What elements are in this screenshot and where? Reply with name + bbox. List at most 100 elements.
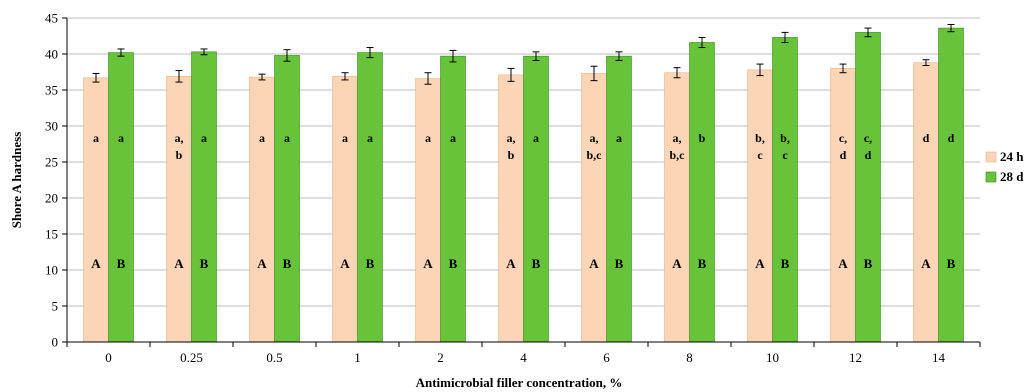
significance-label: c (757, 148, 763, 162)
bar-24h (830, 68, 856, 343)
group-letter: A (423, 256, 433, 271)
group-letter: A (340, 256, 350, 271)
group-letter: B (781, 256, 790, 271)
bar-24h (332, 76, 358, 343)
group-letter: B (117, 256, 126, 271)
group-letter: A (755, 256, 765, 271)
legend-swatch (985, 171, 997, 183)
bar-24h (498, 74, 524, 343)
bar-28d (191, 51, 217, 343)
significance-label: d (840, 148, 847, 162)
significance-label: a (342, 131, 348, 145)
significance-label: c, (839, 131, 847, 145)
significance-label: d (948, 131, 955, 145)
x-tick-label: 2 (437, 350, 444, 365)
bar-28d (606, 55, 632, 343)
significance-label: c (782, 148, 788, 162)
group-letter: B (698, 256, 707, 271)
y-tick-label: 45 (45, 11, 58, 26)
significance-label: d (865, 148, 872, 162)
bar-28d (689, 42, 715, 343)
significance-label: a, (590, 131, 599, 145)
y-tick-label: 40 (45, 47, 58, 62)
significance-label: a (425, 131, 431, 145)
x-tick-label: 4 (520, 350, 527, 365)
legend-swatch (985, 151, 997, 163)
bar-24h (664, 72, 690, 343)
bar-28d (938, 27, 964, 343)
y-axis-title: Shore A hardness (9, 132, 24, 229)
significance-label: a (259, 131, 265, 145)
group-letter: A (589, 256, 599, 271)
significance-label: a (450, 131, 456, 145)
bar-28d (772, 37, 798, 343)
significance-label: a (533, 131, 539, 145)
bar-24h (249, 76, 275, 343)
significance-label: a, (507, 131, 516, 145)
y-tick-label: 35 (45, 83, 58, 98)
significance-label: a (284, 131, 290, 145)
group-letter: B (947, 256, 956, 271)
significance-label: b,c (670, 148, 686, 162)
bar-annotations: aAaBa,bAaBaAaBaAaBaAaBa,bAaBa,b,cAaBa,b,… (91, 131, 955, 271)
y-tick-label: 10 (45, 263, 58, 278)
significance-label: b,c (587, 148, 603, 162)
group-letter: A (174, 256, 184, 271)
group-letter: B (200, 256, 209, 271)
significance-label: a, (673, 131, 682, 145)
legend-label: 24 h (1000, 149, 1024, 164)
x-tick-label: 10 (766, 350, 779, 365)
significance-label: b (508, 148, 515, 162)
bar-24h (415, 78, 441, 343)
y-tick-label: 25 (45, 155, 58, 170)
group-letter: B (366, 256, 375, 271)
significance-label: a (93, 131, 99, 145)
bar-24h (166, 76, 192, 343)
y-tick-label: 30 (45, 119, 58, 134)
bar-28d (440, 55, 466, 343)
group-letter: B (449, 256, 458, 271)
x-tick-label: 12 (849, 350, 862, 365)
group-letter: A (91, 256, 101, 271)
significance-label: a (118, 131, 124, 145)
bar-24h (581, 73, 607, 343)
y-tick-label: 5 (52, 299, 59, 314)
bar-28d (274, 55, 300, 343)
group-letter: B (864, 256, 873, 271)
significance-label: b, (755, 131, 765, 145)
significance-label: b (176, 148, 183, 162)
x-tick-label: 0.5 (266, 350, 282, 365)
legend-label: 28 d (1000, 169, 1024, 184)
significance-label: c, (864, 131, 872, 145)
group-letter: A (672, 256, 682, 271)
y-tick-label: 0 (52, 335, 59, 350)
significance-label: a (201, 131, 207, 145)
group-letter: B (532, 256, 541, 271)
bar-28d (855, 32, 881, 343)
group-letter: A (257, 256, 267, 271)
x-tick-label: 14 (932, 350, 946, 365)
y-tick-label: 20 (45, 191, 58, 206)
group-letter: A (838, 256, 848, 271)
group-letter: A (921, 256, 931, 271)
significance-label: b, (780, 131, 790, 145)
group-letter: A (506, 256, 516, 271)
bars (83, 23, 964, 343)
group-letter: B (615, 256, 624, 271)
bar-28d (108, 52, 134, 343)
bar-28d (523, 55, 549, 343)
bar-24h (83, 77, 109, 343)
significance-label: a, (175, 131, 184, 145)
y-tick-label: 15 (45, 227, 58, 242)
bar-28d (357, 52, 383, 343)
significance-label: b (699, 131, 706, 145)
x-tick-label: 8 (686, 350, 693, 365)
bar-24h (913, 62, 939, 343)
x-axis-title: Antimicrobial filler concentration, % (416, 375, 623, 390)
x-tick-label: 0 (105, 350, 112, 365)
significance-label: a (616, 131, 622, 145)
x-tick-label: 0.25 (180, 350, 203, 365)
x-tick-label: 6 (603, 350, 610, 365)
group-letter: B (283, 256, 292, 271)
